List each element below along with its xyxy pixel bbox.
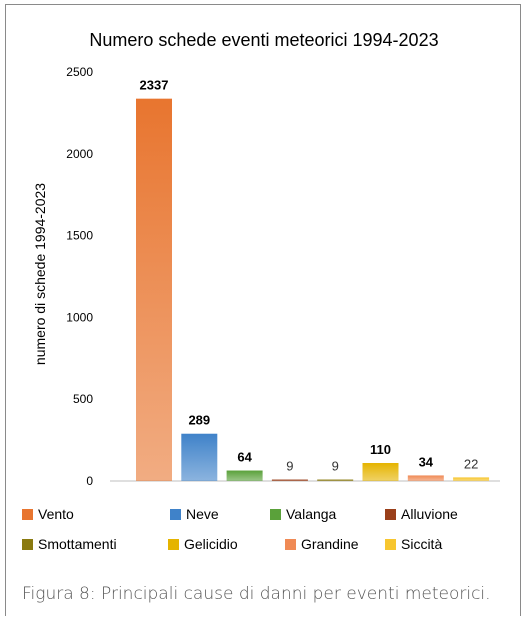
legend-label: Neve <box>186 506 219 522</box>
legend-item: Alluvione <box>385 506 458 522</box>
legend-item: Grandine <box>285 536 359 552</box>
y-tick-label: 1500 <box>66 229 93 243</box>
figure-caption: Figura 8: Principali cause di danni per … <box>22 584 491 604</box>
bar-labels: 2337 289 64 9 9 110 34 22 <box>140 78 479 474</box>
legend-label: Vento <box>38 506 74 522</box>
legend-item: Neve <box>170 506 219 522</box>
legend-label: Gelicidio <box>184 536 238 552</box>
legend-item: Valanga <box>270 506 336 522</box>
bar-neve <box>181 433 218 481</box>
legend-swatch <box>385 508 396 520</box>
y-tick-label: 500 <box>73 392 93 406</box>
bar-grandine <box>407 475 444 481</box>
bar-valanga <box>226 470 263 481</box>
bar-data-label: 9 <box>286 459 293 474</box>
legend-item: Smottamenti <box>22 536 117 552</box>
legend-swatch <box>168 538 179 550</box>
y-tick-label: 1000 <box>66 310 93 324</box>
legend-swatch <box>285 538 296 550</box>
bar-data-label: 34 <box>419 454 434 469</box>
bars <box>136 98 490 482</box>
figure-frame <box>5 4 521 616</box>
legend-swatch <box>22 508 33 520</box>
legend-label: Siccità <box>401 536 443 552</box>
bar-data-label: 64 <box>237 450 252 465</box>
legend-swatch <box>270 508 281 520</box>
legend-label: Alluvione <box>401 506 458 522</box>
legend-item: Siccità <box>385 536 442 552</box>
bar-data-label: 110 <box>370 442 391 457</box>
bar-data-label: 9 <box>332 459 339 474</box>
bar-siccit <box>453 477 490 481</box>
legend-item: Gelicidio <box>168 536 238 552</box>
y-tick-label: 0 <box>86 474 93 488</box>
legend-item: Vento <box>22 506 74 522</box>
legend-swatch <box>385 538 396 550</box>
legend-label: Smottamenti <box>38 536 117 552</box>
bar-data-label: 289 <box>188 413 210 428</box>
legend-label: Grandine <box>301 536 359 552</box>
bar-chart: Numero schede eventi meteorici 1994-2023… <box>32 30 500 488</box>
bar-vento <box>136 98 172 481</box>
legend: Vento Neve Valanga Alluvione Smottamenti Geli… <box>0 498 528 558</box>
bar-gelicidio <box>362 463 399 481</box>
bar-data-label: 22 <box>464 456 478 471</box>
bar-alluvione <box>271 479 308 482</box>
y-tick-label: 2500 <box>66 65 93 79</box>
chart-title: Numero schede eventi meteorici 1994-2023 <box>89 30 438 50</box>
y-axis-label: numero di schede 1994-2023 <box>32 183 48 365</box>
y-tick-label: 2000 <box>66 147 93 161</box>
legend-swatch <box>170 508 181 520</box>
bar-data-label: 2337 <box>140 78 169 93</box>
legend-label: Valanga <box>286 506 337 522</box>
y-ticks: 0 500 1000 1500 2000 2500 <box>66 65 93 488</box>
legend-swatch <box>22 538 33 550</box>
bar-smottamenti <box>317 479 354 482</box>
